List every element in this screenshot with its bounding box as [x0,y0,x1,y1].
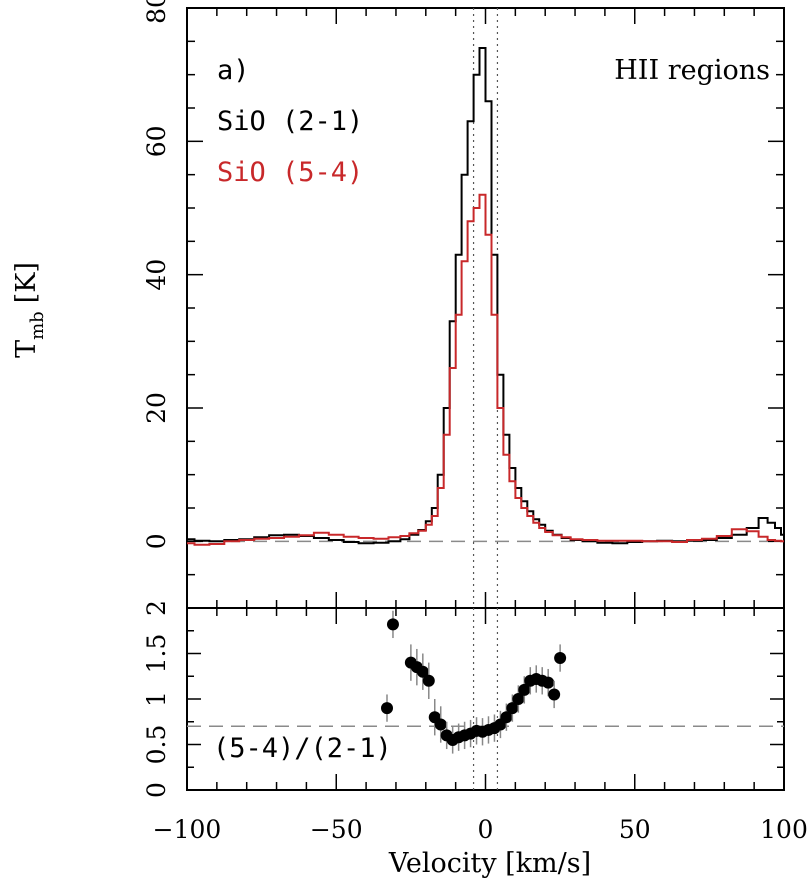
y-tick-label-lower: 0 [142,782,171,798]
x-tick-labels: −100 −50 0 50 100 [153,815,808,844]
ratio-point [500,711,513,724]
x-tick-label: −50 [310,815,363,844]
upper-panel: 0 20 40 60 80 a) SiO (2-1) SiO (5-4) HII reg… [142,0,785,609]
y-axis-title-main: T [11,340,42,358]
x-tick-label: −100 [153,815,222,844]
upper-ticks: 0 20 40 60 80 [142,0,785,609]
y-tick-label-lower: 0.5 [142,725,171,765]
x-tick-label: 100 [760,815,808,844]
x-tick-label: 0 [478,815,494,844]
y-axis-title: Tmb [K] [11,262,48,358]
ratio-point [416,665,429,678]
svg-text:Tmb[K]: Tmb [K] [11,262,48,358]
y-tick-label-upper: 20 [142,392,171,424]
panel-label: a) [217,55,250,86]
lower-panel: 0 0.5 1 1.5 2 (5-4)/(2-1) [142,600,785,798]
y-tick-label-upper: 60 [142,125,171,157]
ratio-point [434,718,447,731]
y-axis-title-unit: [K] [11,262,42,303]
ratio-point [422,674,435,687]
upper-series [187,47,784,546]
ratio-point [554,652,567,665]
lower-ticks: 0 0.5 1 1.5 2 [142,600,785,798]
y-tick-label-upper: 80 [142,0,171,24]
y-tick-label-lower: 2 [142,600,171,616]
ratio-point [380,702,393,715]
x-axis-title: Velocity [km/s] [388,848,591,879]
y-tick-label-lower: 1 [142,691,171,707]
lower-points [380,610,567,754]
ratio-point [506,702,519,715]
x-tick-label: 50 [619,815,651,844]
ratio-point [386,618,399,631]
y-tick-label-upper: 0 [142,533,171,549]
chart-title: HII regions [614,55,770,86]
y-axis-title-subscript: mb [27,311,48,340]
series-line-sio-5-4 [187,193,784,546]
ratio-point [548,688,561,701]
ratio-point [542,676,555,689]
ratio-point [518,683,531,696]
ratio-point [512,693,525,705]
y-tick-label-upper: 40 [142,259,171,291]
legend-entry-sio-2-1: SiO (2-1) [217,106,363,137]
y-tick-label-lower: 1.5 [142,634,171,674]
legend-entry-sio-5-4: SiO (5-4) [217,157,363,188]
ratio-annotation: (5-4)/(2-1) [213,733,392,764]
